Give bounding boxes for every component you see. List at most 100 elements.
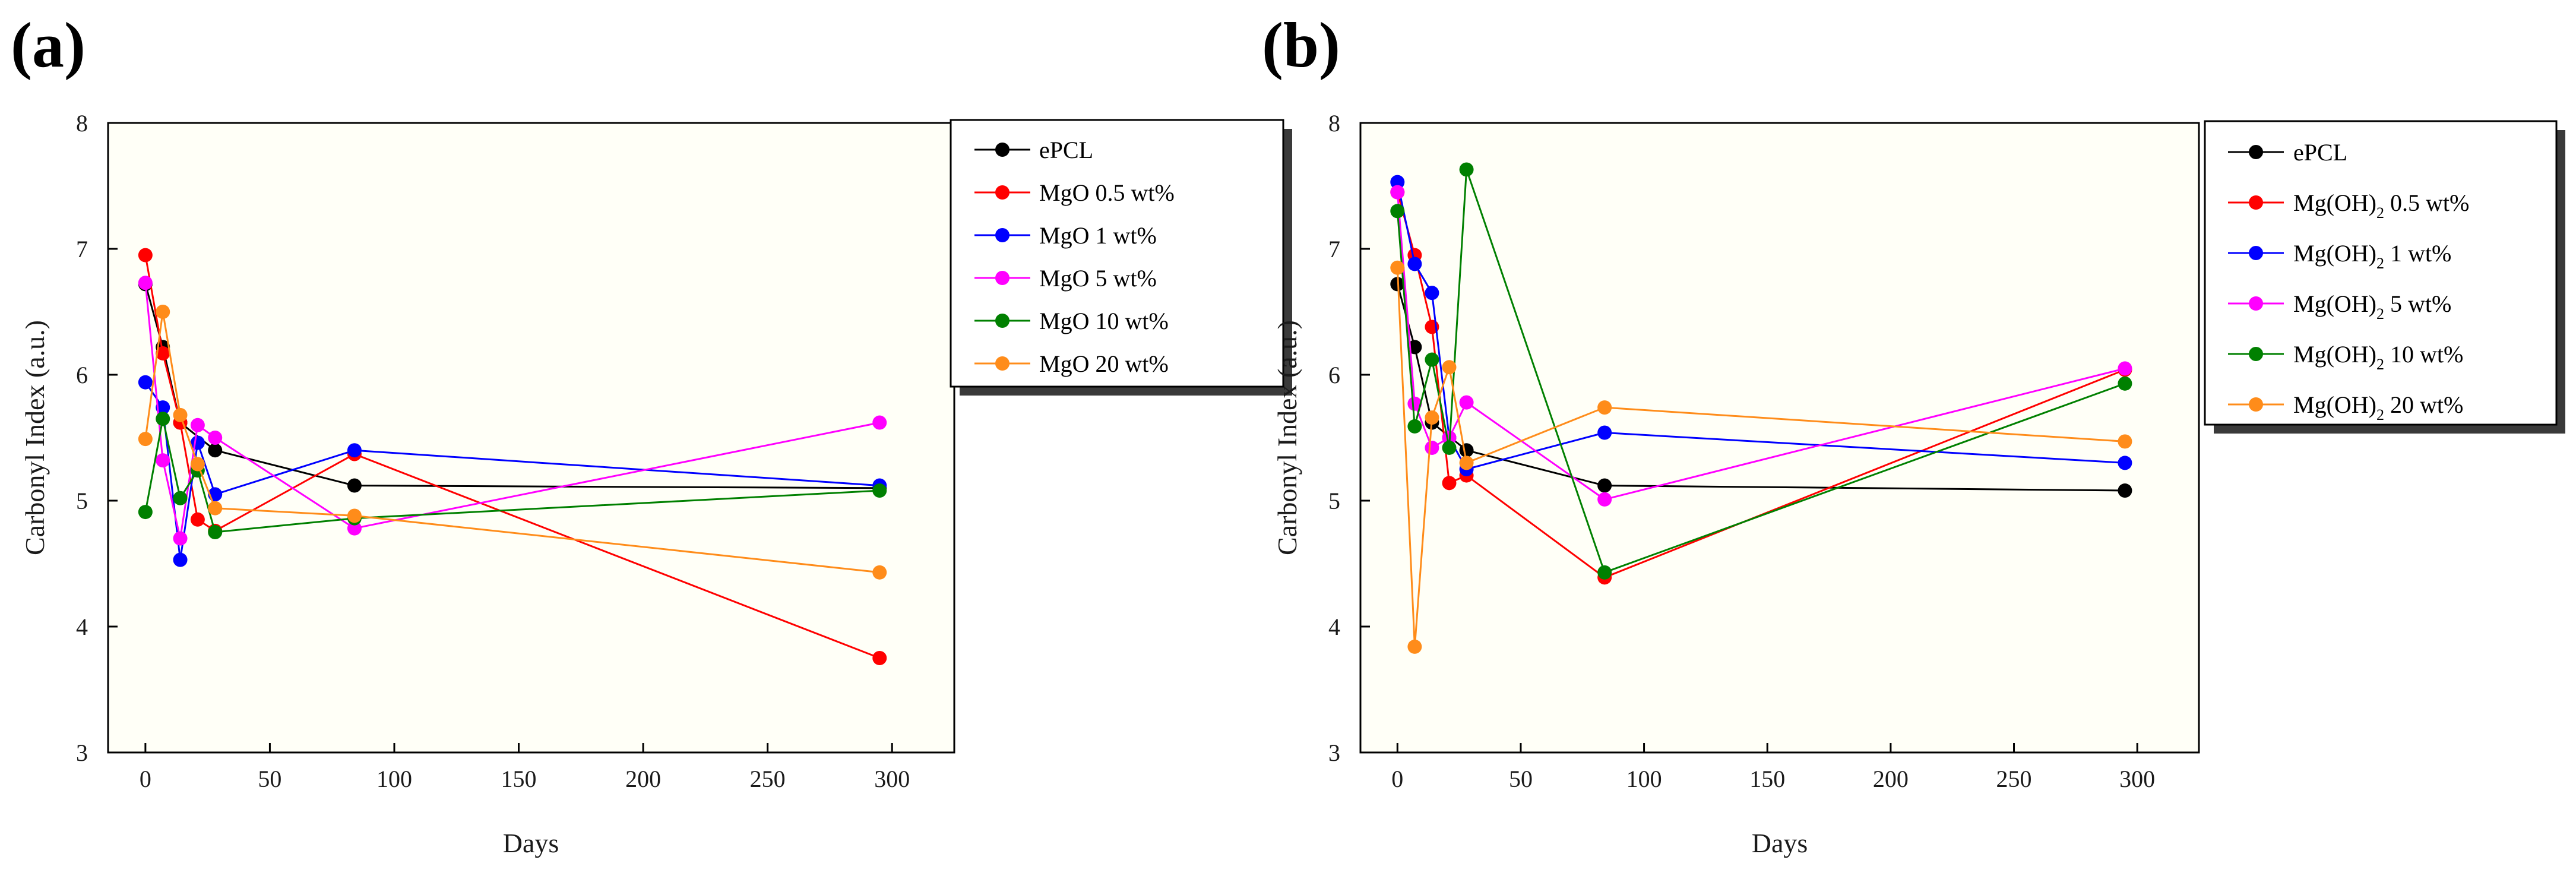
series-group-a (138, 248, 887, 665)
data-point (1597, 425, 1612, 440)
legend-entry: MgO 1 wt% (974, 222, 1157, 249)
data-point (2118, 376, 2132, 391)
data-point (156, 400, 170, 415)
x-tick-label: 50 (258, 766, 281, 792)
legend-swatch-marker (995, 271, 1009, 285)
x-tick-label: 100 (376, 766, 412, 792)
x-tick-label: 200 (625, 766, 661, 792)
legend-entry: ePCL (974, 137, 1093, 163)
data-point (190, 512, 205, 527)
data-point (138, 276, 153, 290)
legend-label: Mg(OH)2 5 wt% (2293, 290, 2451, 322)
data-point (1425, 410, 1439, 425)
data-point (138, 432, 153, 447)
legend-swatch-marker (995, 314, 1009, 328)
panel-label-b: (b) (1262, 10, 1340, 81)
legend-label: Mg(OH)2 0.5 wt% (2293, 189, 2469, 222)
data-point (1425, 286, 1439, 301)
data-point (1442, 476, 1457, 491)
data-point (347, 443, 362, 458)
series-group-b (1390, 162, 2132, 654)
data-point (190, 457, 205, 472)
data-point (1390, 260, 1405, 275)
data-point (1597, 478, 1612, 493)
chart-panel-b: (b) 0 50 100 150 200 250 300 3 4 5 6 7 8 Days Carbon… (1262, 10, 2565, 858)
legend-label: Mg(OH)2 1 wt% (2293, 240, 2451, 272)
data-point (1459, 443, 1474, 458)
data-point (173, 552, 188, 567)
x-tick-label: 150 (501, 766, 537, 792)
legend-entry: MgO 0.5 wt% (974, 179, 1175, 206)
legend-entry: Mg(OH)2 0.5 wt% (2228, 189, 2469, 222)
legend-label: Mg(OH)2 10 wt% (2293, 341, 2463, 373)
data-point (1442, 360, 1457, 375)
data-point (1425, 440, 1439, 455)
x-tick-label: 250 (750, 766, 786, 792)
data-point (1407, 419, 1422, 434)
legend-swatch-marker (2249, 397, 2263, 412)
x-axis-title-b: Days (1752, 828, 1808, 858)
data-point (1442, 440, 1457, 455)
legend-label: MgO 10 wt% (1039, 308, 1169, 334)
data-point (347, 508, 362, 523)
legend-label: ePCL (1039, 137, 1093, 163)
x-tick-label: 250 (1996, 766, 2032, 792)
data-point (208, 443, 223, 458)
legend-label: Mg(OH)2 20 wt% (2293, 391, 2463, 423)
data-point (2118, 456, 2132, 470)
data-point (1459, 456, 1474, 470)
data-point (156, 346, 170, 360)
y-tick-label: 3 (76, 739, 88, 766)
x-tick-label: 0 (140, 766, 151, 792)
axis-ticks-b: 0 50 100 150 200 250 300 3 4 5 6 7 8 (1328, 110, 2155, 792)
y-tick-label: 4 (1328, 613, 1340, 640)
data-point (138, 248, 153, 263)
y-tick-label: 6 (76, 362, 88, 388)
data-point (1597, 565, 1612, 580)
legend-swatch-marker (2249, 195, 2263, 210)
x-tick-label: 200 (1873, 766, 1909, 792)
legend-a: ePCL MgO 0.5 wt% MgO 1 wt% MgO 5 wt% MgO 10 … (950, 119, 1292, 396)
legend-swatch-marker (2249, 347, 2263, 361)
data-point (208, 501, 223, 516)
x-tick-label: 0 (1391, 766, 1403, 792)
data-point (208, 431, 223, 445)
legend-entry: ePCL (2228, 139, 2347, 166)
data-point (872, 651, 887, 665)
data-point (2118, 483, 2132, 498)
legend-swatch-marker (2249, 145, 2263, 159)
data-point (1390, 175, 1405, 189)
x-tick-label: 300 (2119, 766, 2155, 792)
legend-entry: Mg(OH)2 10 wt% (2228, 341, 2463, 373)
data-point (208, 525, 223, 539)
y-tick-label: 6 (1328, 362, 1340, 388)
y-tick-label: 8 (1328, 110, 1340, 137)
y-tick-label: 7 (1328, 236, 1340, 263)
y-axis-title-a: Carbonyl Index (a.u.) (20, 320, 50, 555)
legend-box-a (950, 119, 1284, 388)
legend-entry: MgO 10 wt% (974, 308, 1169, 334)
data-point (872, 565, 887, 580)
x-axis-title-a: Days (503, 828, 559, 858)
y-tick-label: 5 (1328, 488, 1340, 514)
plot-area-a (107, 122, 955, 754)
data-point (1459, 395, 1474, 410)
legend-label: MgO 1 wt% (1039, 222, 1157, 249)
axis-ticks-a: 0 50 100 150 200 250 300 3 4 5 6 7 8 (76, 110, 910, 792)
y-tick-label: 3 (1328, 739, 1340, 766)
data-point (173, 531, 188, 546)
y-tick-label: 4 (76, 613, 88, 640)
data-point (1597, 492, 1612, 507)
legend-entry: MgO 5 wt% (974, 265, 1157, 292)
legend-swatch-marker (995, 228, 1009, 242)
data-point (2118, 434, 2132, 449)
legend-entry: MgO 20 wt% (974, 350, 1169, 377)
data-point (347, 521, 362, 536)
data-point (1390, 204, 1405, 219)
x-tick-label: 150 (1749, 766, 1785, 792)
legend-entry: Mg(OH)2 20 wt% (2228, 391, 2463, 423)
y-tick-label: 5 (76, 488, 88, 514)
data-point (872, 415, 887, 430)
x-tick-label: 50 (1509, 766, 1533, 792)
